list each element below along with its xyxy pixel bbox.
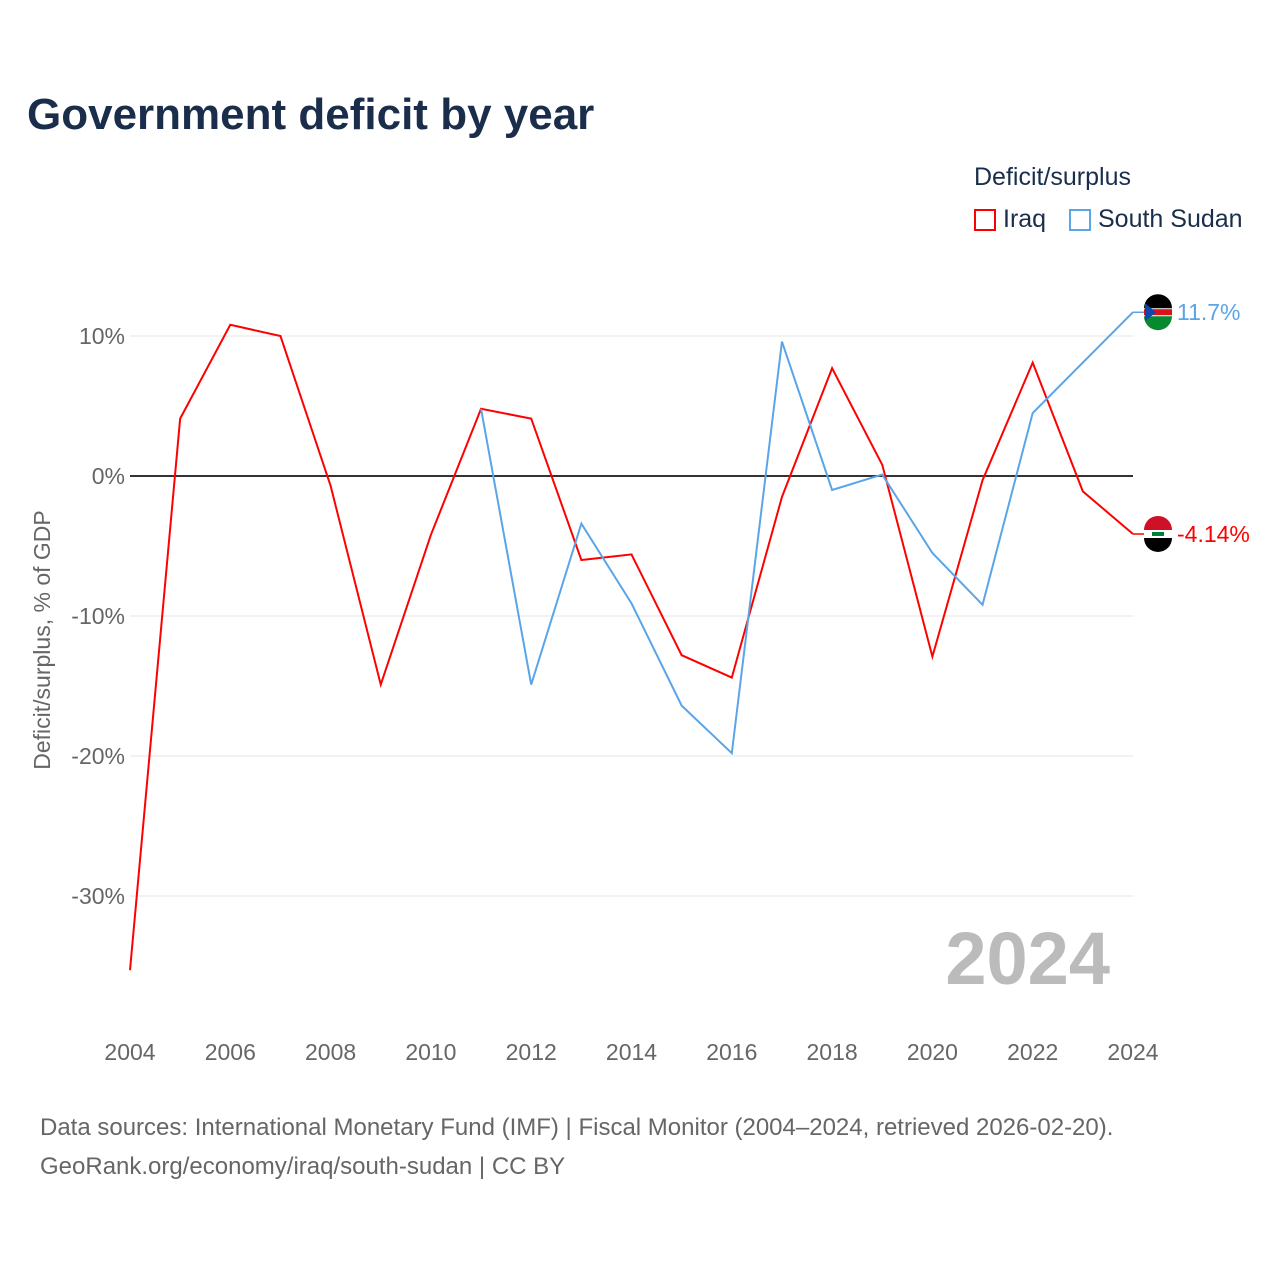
y-axis-label: Deficit/surplus, % of GDP	[29, 510, 55, 769]
legend-title: Deficit/surplus	[974, 163, 1131, 191]
end-value-label: 11.7%	[1177, 299, 1241, 325]
series-line-south-sudan	[480, 311, 1134, 756]
legend-swatch-south-sudan	[1069, 208, 1091, 231]
year-watermark: 2024	[945, 917, 1110, 1000]
y-tick-label: -10%	[71, 603, 125, 629]
y-tick-label: 0%	[92, 463, 125, 489]
x-tick-label: 2008	[305, 1039, 356, 1065]
iraq-flag-icon	[1144, 515, 1172, 552]
source-line-2[interactable]: GeoRank.org/economy/iraq/south-sudan | C…	[40, 1153, 566, 1180]
y-tick-label: -30%	[71, 883, 125, 909]
series-line-iraq	[129, 323, 1134, 971]
chart-title: Government deficit by year	[27, 90, 595, 139]
x-tick-label: 2012	[506, 1039, 557, 1065]
plot-area: 10% 0% -10% -20% -30% 2004 2006 2008 2010 2012 201…	[29, 294, 1250, 1065]
legend-label: Iraq	[1003, 205, 1047, 233]
legend-swatch-iraq	[974, 208, 996, 231]
x-tick-label: 2006	[205, 1039, 256, 1065]
x-tick-label: 2024	[1107, 1039, 1158, 1065]
source-line-1: Data sources: International Monetary Fun…	[40, 1114, 1114, 1141]
x-tick-label: 2018	[807, 1039, 858, 1065]
source-note: Data sources: International Monetary Fun…	[40, 1108, 1113, 1186]
legend-item-iraq[interactable]: Iraq	[974, 205, 1046, 234]
x-tick-label: 2004	[104, 1039, 155, 1065]
x-tick-label: 2020	[907, 1039, 958, 1065]
y-tick-label: 10%	[79, 323, 125, 349]
y-tick-label: -20%	[71, 743, 125, 769]
legend-label: South Sudan	[1098, 205, 1243, 233]
south-sudan-flag-icon	[1144, 294, 1172, 331]
legend-item-south-sudan[interactable]: South Sudan	[1069, 205, 1243, 234]
x-tick-label: 2010	[405, 1039, 456, 1065]
x-tick-label: 2016	[706, 1039, 757, 1065]
x-tick-label: 2014	[606, 1039, 657, 1065]
end-value-label: -4.14%	[1177, 521, 1250, 547]
x-tick-label: 2022	[1007, 1039, 1058, 1065]
